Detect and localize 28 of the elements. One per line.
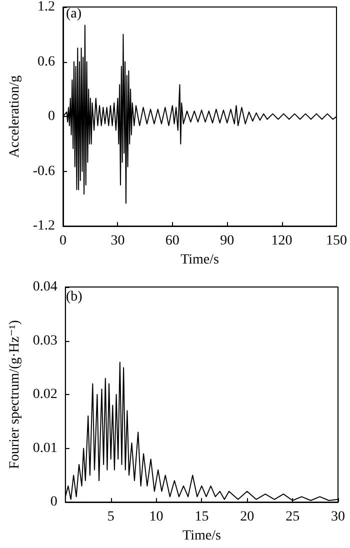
x-axis-title: Time/s — [180, 252, 219, 268]
x-tick-label: 25 — [286, 510, 300, 525]
x-axis-title: Time/s — [182, 528, 221, 544]
x-tick-label: 120 — [271, 234, 292, 249]
x-tick-label: 30 — [110, 234, 125, 249]
y-tick-label: -0.6 — [32, 164, 56, 179]
y-tick-label: 0 — [48, 109, 56, 124]
annotation: (a) — [66, 6, 82, 22]
x-tick-label: 150 — [326, 234, 347, 249]
y-tick-label: -1.2 — [32, 218, 56, 234]
annotation: (b) — [66, 290, 83, 304]
x-tick-label: 10 — [149, 510, 164, 525]
y-axis-title: Acceleration/g — [8, 75, 22, 158]
y-tick-label: 0.02 — [32, 387, 58, 402]
x-tick-label: 60 — [165, 234, 180, 249]
x-tick-label: 20 — [240, 510, 254, 525]
y-tick-label: 0 — [50, 494, 58, 510]
y-axis-title: Fourier spectrum/(g·Hz⁻¹) — [8, 320, 22, 469]
y-tick-label: 0.04 — [32, 280, 58, 294]
x-tick-label: 5 — [107, 510, 114, 525]
x-tick-label: 30 — [331, 510, 345, 525]
x-tick-label: 0 — [60, 234, 67, 249]
y-tick-label: 1.2 — [38, 0, 56, 14]
x-tick-label: 90 — [220, 234, 234, 249]
y-tick-label: 0.6 — [38, 54, 56, 70]
x-tick-label: 15 — [194, 510, 209, 525]
y-tick-label: 0.01 — [32, 440, 58, 456]
y-tick-label: 0.03 — [32, 333, 58, 348]
